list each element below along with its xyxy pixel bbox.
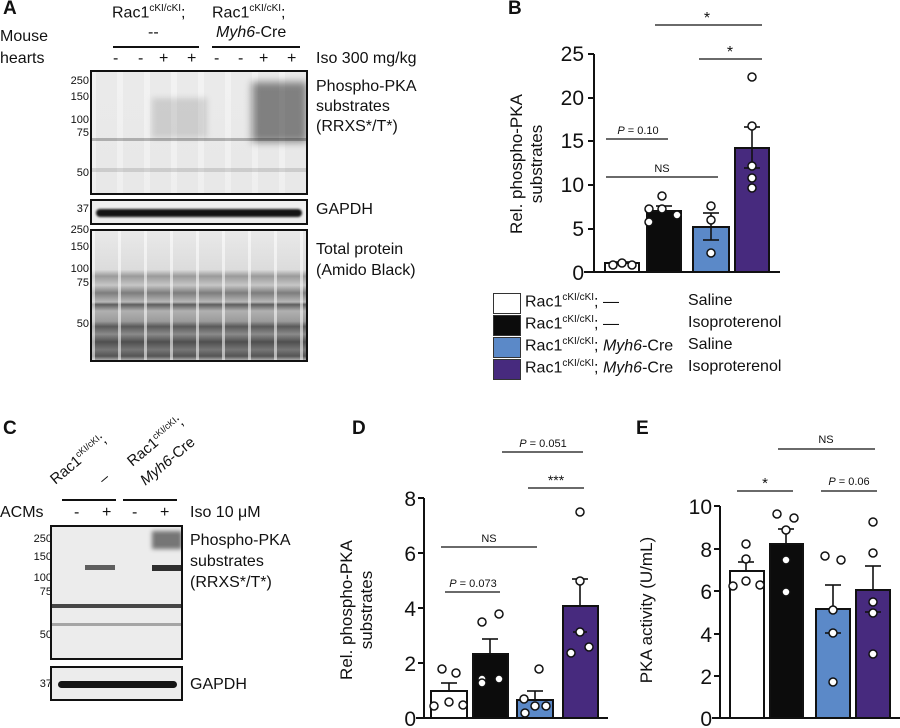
data-points xyxy=(608,72,757,270)
iso-sign: - xyxy=(132,504,138,521)
blot-total-protein xyxy=(90,229,308,362)
svg-text:*: * xyxy=(704,10,710,27)
group-divider-cre xyxy=(123,499,177,501)
svg-text:4: 4 xyxy=(700,624,712,647)
blot-gapdh-hearts xyxy=(90,199,308,225)
chart-e: 10 8 6 4 2 0 PKA activity (U/mL) NS * xyxy=(637,434,900,728)
mw-marker: 37 xyxy=(76,203,89,215)
mw-marker: 37 xyxy=(39,678,52,690)
significance-labels: * * P = 0.10 NS xyxy=(617,10,733,175)
svg-text:4: 4 xyxy=(404,598,416,621)
bar-b-2 xyxy=(646,210,682,273)
legend-swatch-blue xyxy=(493,337,521,358)
group-divider-control xyxy=(113,46,199,48)
mw-marker: 150 xyxy=(70,241,89,253)
y-axis-label: Rel. phospho-PKA xyxy=(507,93,526,234)
svg-text:6: 6 xyxy=(700,581,712,604)
svg-text:***: *** xyxy=(548,472,565,488)
panel-label-a: A xyxy=(3,0,17,19)
mw-marker: 75 xyxy=(39,586,52,598)
svg-text:P = 0.10: P = 0.10 xyxy=(617,125,658,137)
mw-marker: 100 xyxy=(70,263,89,275)
svg-text:P = 0.051: P = 0.051 xyxy=(519,438,566,450)
row-label-hearts: hearts xyxy=(0,50,45,67)
blot-phospho-pka-acms xyxy=(50,525,183,660)
mw-marker: 100 xyxy=(33,572,52,584)
blot-label-gapdh: GAPDH xyxy=(316,201,373,218)
group-label-control-genotype: -- xyxy=(148,24,159,41)
data-points xyxy=(728,509,878,687)
group-label-control: Rac1cKI/cKI; xyxy=(112,3,186,22)
mw-marker: 250 xyxy=(70,224,89,236)
svg-text:0: 0 xyxy=(404,708,416,728)
iso-dose-label: Iso 10 μM xyxy=(190,504,261,521)
iso-dose-label: Iso 300 mg/kg xyxy=(316,50,417,67)
svg-text:NS: NS xyxy=(481,533,496,545)
svg-text:6: 6 xyxy=(404,543,416,566)
mw-marker: 75 xyxy=(76,277,89,289)
blot-label-phospho-pka-acms: Phospho-PKA substrates (RRXS*/T*) xyxy=(190,532,291,591)
svg-text:8: 8 xyxy=(700,539,712,562)
blot-label-phospho-pka: Phospho-PKA substrates (RRXS*/T*) xyxy=(316,78,417,135)
svg-text:2: 2 xyxy=(700,666,712,689)
svg-text:NS: NS xyxy=(818,434,833,446)
legend-swatch-purple xyxy=(493,359,521,380)
svg-text:P = 0.06: P = 0.06 xyxy=(828,476,869,488)
blot-label-gapdh-acms: GAPDH xyxy=(190,676,247,693)
significance-bars xyxy=(606,24,762,178)
svg-text:20: 20 xyxy=(561,87,584,110)
y-tick-labels: 25 20 15 10 5 0 xyxy=(561,43,584,285)
significance-bars xyxy=(737,448,877,492)
svg-text:*: * xyxy=(762,475,768,492)
y-tick-labels: 10 8 6 4 2 0 xyxy=(689,496,713,728)
group-label-cre: Rac1cKI/cKI; xyxy=(212,3,286,22)
group-label-cre-genotype: Myh6-Cre xyxy=(216,24,287,41)
significance-labels: NS * P = 0.06 xyxy=(762,434,870,492)
mw-marker: 250 xyxy=(70,75,89,87)
iso-sign: + xyxy=(160,504,170,521)
y-axis-label: Rel. phospho-PKA xyxy=(337,539,356,680)
col-label-control-genotype: – xyxy=(95,469,113,488)
iso-sign: + xyxy=(102,504,112,521)
svg-text:10: 10 xyxy=(561,174,584,197)
svg-text:substrates: substrates xyxy=(527,125,546,203)
mw-marker: 250 xyxy=(33,533,52,545)
mw-marker: 150 xyxy=(70,91,89,103)
significance-labels: P = 0.051 *** NS P = 0.073 xyxy=(449,438,566,590)
svg-text:10: 10 xyxy=(689,496,712,519)
row-label-mouse: Mouse xyxy=(0,28,49,45)
svg-text:0: 0 xyxy=(572,262,584,285)
blot-phospho-pka-hearts xyxy=(90,70,308,195)
iso-sign: - xyxy=(74,504,80,521)
svg-text:P = 0.073: P = 0.073 xyxy=(449,578,496,590)
blot-label-total-protein: Total protein (Amido Black) xyxy=(316,241,416,279)
y-axis-label: PKA activity (U/mL) xyxy=(637,537,656,683)
mw-marker: 150 xyxy=(33,551,52,563)
y-tick-labels: 8 6 4 2 0 xyxy=(404,488,416,728)
svg-text:8: 8 xyxy=(404,488,416,511)
svg-text:25: 25 xyxy=(561,43,584,66)
legend-swatch-black xyxy=(493,315,521,336)
group-divider-control xyxy=(62,499,116,501)
svg-text:0: 0 xyxy=(700,708,712,728)
row-label-acms: ACMs xyxy=(0,504,44,521)
blot-gapdh-acms xyxy=(50,666,183,701)
chart-b: 25 20 15 10 5 0 Rel. phospho-PKA substrates xyxy=(507,10,780,285)
mw-marker: 50 xyxy=(76,167,89,179)
mw-marker: 50 xyxy=(39,629,52,641)
data-points xyxy=(429,507,594,718)
svg-text:substrates: substrates xyxy=(357,571,376,649)
svg-text:5: 5 xyxy=(572,218,584,241)
group-divider-cre xyxy=(212,46,300,48)
mw-marker: 100 xyxy=(70,114,89,126)
svg-text:2: 2 xyxy=(404,653,416,676)
svg-text:15: 15 xyxy=(561,130,584,153)
mw-marker: 50 xyxy=(76,318,89,330)
svg-text:NS: NS xyxy=(654,163,669,175)
significance-bars xyxy=(441,451,584,593)
legend-swatch-white xyxy=(493,293,521,314)
mw-marker: 75 xyxy=(76,127,89,139)
svg-text:*: * xyxy=(727,44,733,61)
